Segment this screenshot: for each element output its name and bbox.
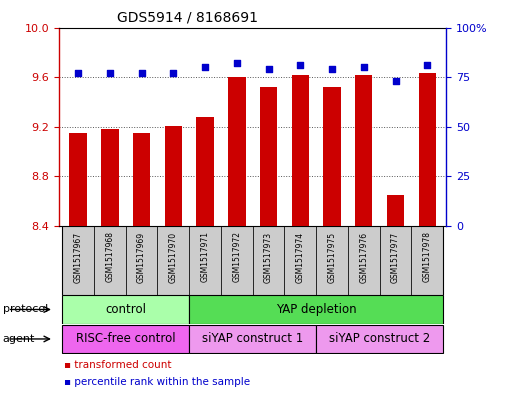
- FancyBboxPatch shape: [189, 226, 221, 295]
- Point: [233, 60, 241, 66]
- FancyBboxPatch shape: [221, 226, 253, 295]
- Point: [137, 70, 146, 76]
- FancyBboxPatch shape: [284, 226, 316, 295]
- Bar: [387, 195, 404, 226]
- Point: [106, 70, 114, 76]
- Text: RISC-free control: RISC-free control: [76, 332, 175, 345]
- Bar: [260, 87, 277, 226]
- Text: YAP depletion: YAP depletion: [276, 303, 357, 316]
- FancyBboxPatch shape: [316, 325, 443, 353]
- FancyBboxPatch shape: [62, 296, 189, 324]
- Point: [360, 64, 368, 70]
- Bar: [133, 133, 150, 226]
- Bar: [355, 75, 372, 226]
- FancyBboxPatch shape: [380, 226, 411, 295]
- Text: GSM1517973: GSM1517973: [264, 231, 273, 283]
- Text: GSM1517978: GSM1517978: [423, 231, 432, 283]
- Text: GSM1517972: GSM1517972: [232, 231, 241, 283]
- Text: GSM1517969: GSM1517969: [137, 231, 146, 283]
- Text: ▪ percentile rank within the sample: ▪ percentile rank within the sample: [64, 377, 250, 387]
- Bar: [101, 129, 119, 226]
- Point: [264, 66, 272, 72]
- Point: [296, 62, 304, 68]
- Text: GSM1517968: GSM1517968: [105, 231, 114, 283]
- FancyBboxPatch shape: [348, 226, 380, 295]
- Text: GSM1517967: GSM1517967: [73, 231, 83, 283]
- FancyBboxPatch shape: [189, 296, 443, 324]
- Text: GDS5914 / 8168691: GDS5914 / 8168691: [117, 11, 258, 25]
- Text: GSM1517975: GSM1517975: [327, 231, 337, 283]
- FancyBboxPatch shape: [62, 226, 94, 295]
- FancyBboxPatch shape: [411, 226, 443, 295]
- Text: control: control: [105, 303, 146, 316]
- FancyBboxPatch shape: [126, 226, 157, 295]
- Text: GSM1517974: GSM1517974: [296, 231, 305, 283]
- Text: GSM1517977: GSM1517977: [391, 231, 400, 283]
- Point: [328, 66, 336, 72]
- Point: [423, 62, 431, 68]
- Text: GSM1517970: GSM1517970: [169, 231, 178, 283]
- Text: GSM1517976: GSM1517976: [359, 231, 368, 283]
- Text: siYAP construct 2: siYAP construct 2: [329, 332, 430, 345]
- FancyBboxPatch shape: [253, 226, 284, 295]
- FancyBboxPatch shape: [316, 226, 348, 295]
- Point: [201, 64, 209, 70]
- Bar: [291, 75, 309, 226]
- Point: [391, 78, 400, 84]
- FancyBboxPatch shape: [189, 325, 316, 353]
- FancyBboxPatch shape: [157, 226, 189, 295]
- Bar: [228, 77, 246, 226]
- Bar: [323, 87, 341, 226]
- FancyBboxPatch shape: [62, 325, 189, 353]
- Text: ▪ transformed count: ▪ transformed count: [64, 360, 172, 369]
- Text: protocol: protocol: [3, 305, 48, 314]
- Text: agent: agent: [3, 334, 35, 344]
- FancyBboxPatch shape: [94, 226, 126, 295]
- Bar: [165, 125, 182, 226]
- Bar: [196, 117, 214, 226]
- Bar: [69, 133, 87, 226]
- Text: GSM1517971: GSM1517971: [201, 231, 209, 283]
- Point: [74, 70, 82, 76]
- Text: siYAP construct 1: siYAP construct 1: [202, 332, 303, 345]
- Bar: [419, 73, 436, 226]
- Point: [169, 70, 177, 76]
